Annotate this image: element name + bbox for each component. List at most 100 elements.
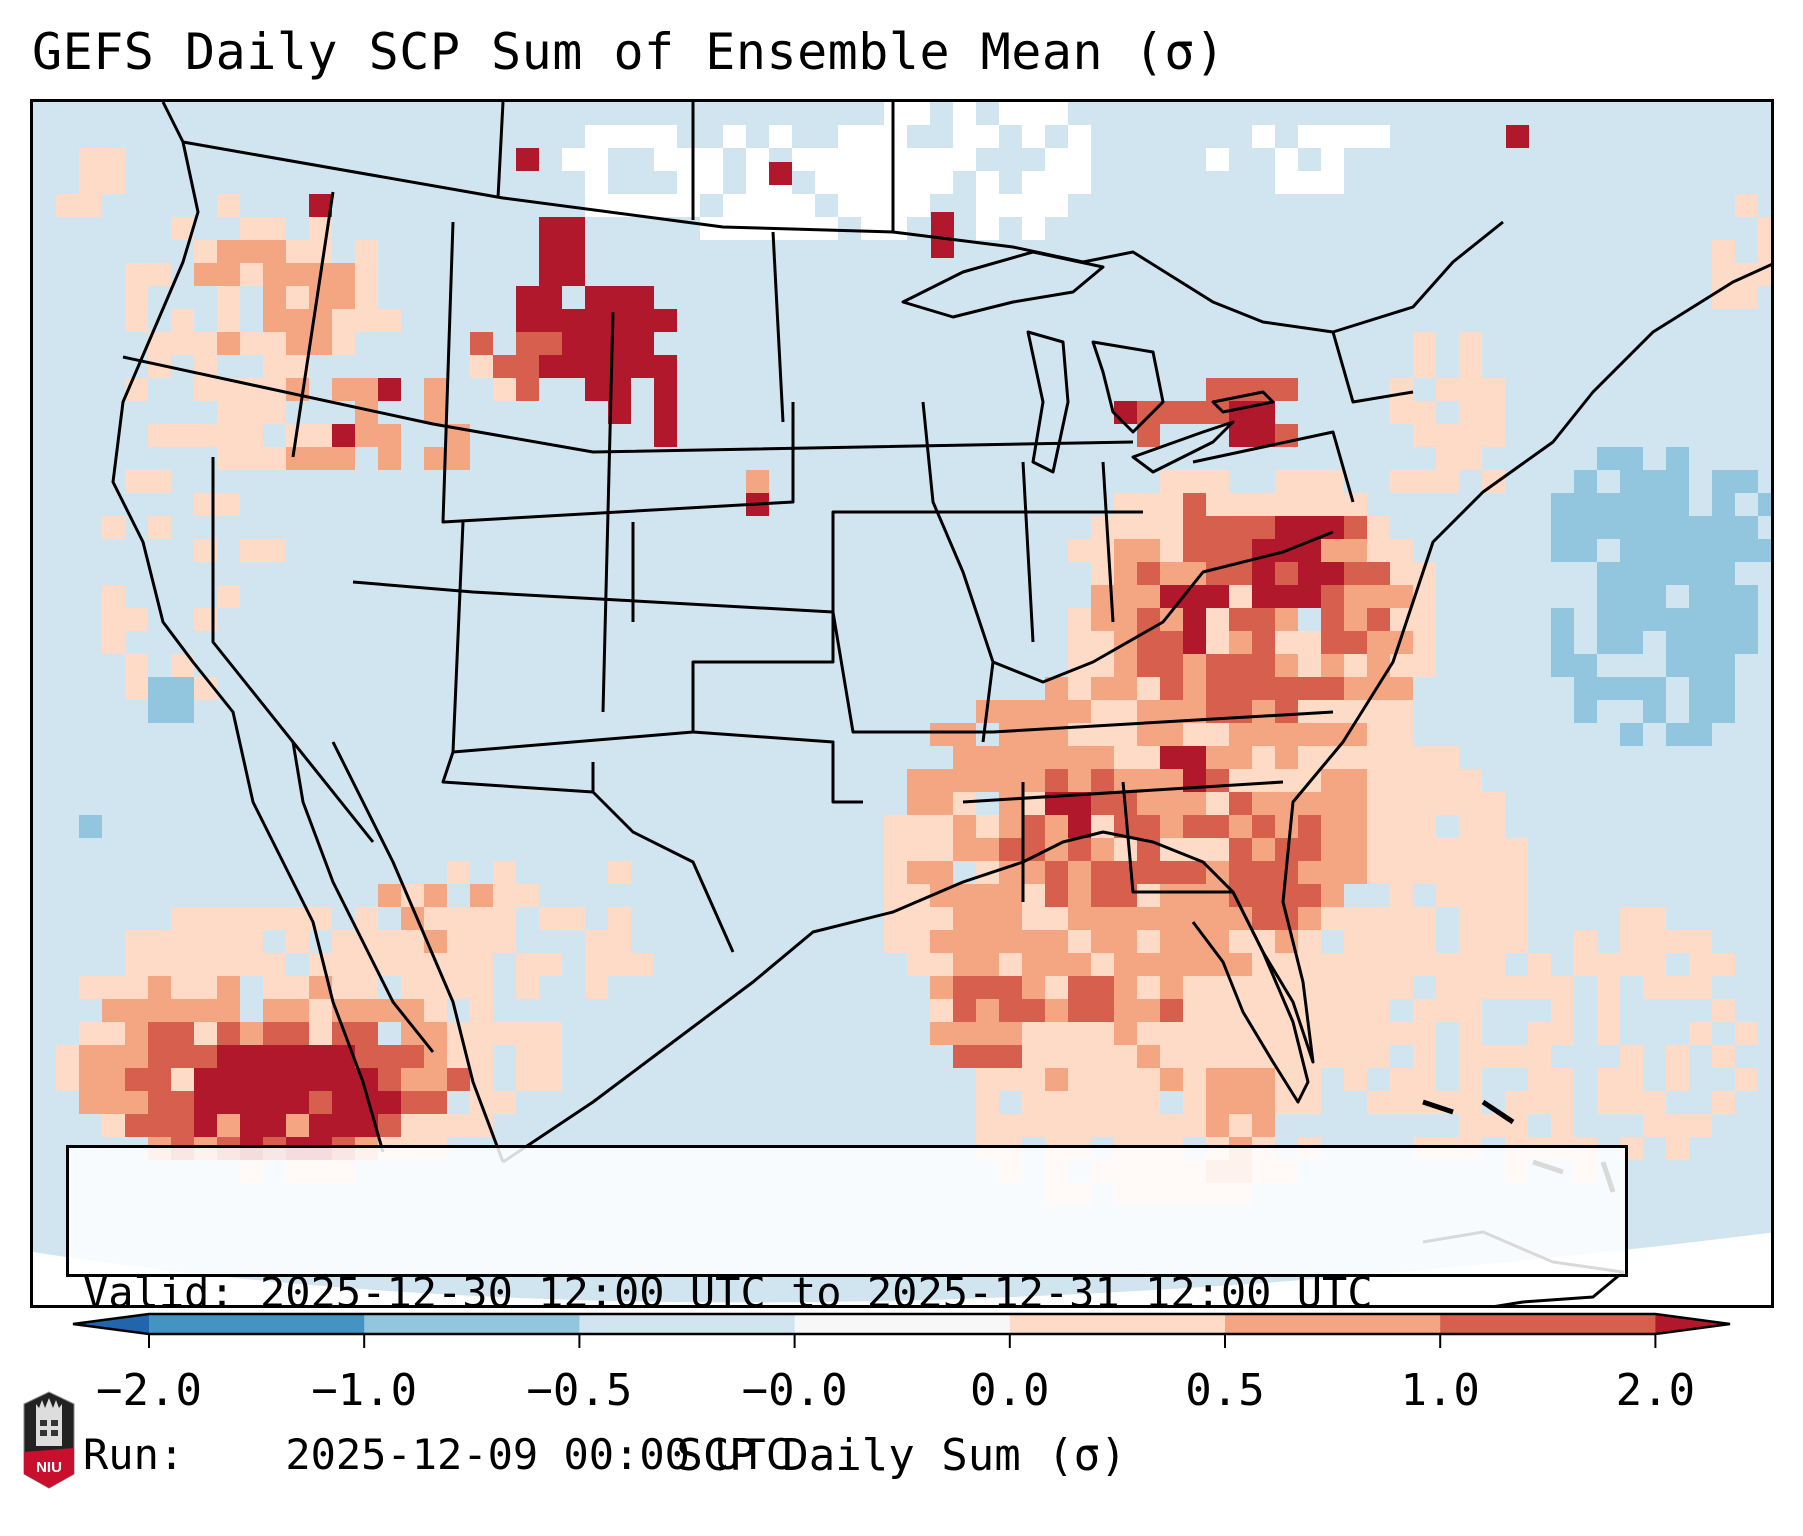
neutral-cell — [1206, 148, 1229, 171]
positive-cell — [1666, 976, 1689, 999]
positive-cell — [1068, 746, 1091, 769]
positive-cell — [1160, 516, 1183, 539]
positive-cell — [1436, 792, 1459, 815]
positive-cell — [1091, 516, 1114, 539]
negative-cell — [1689, 677, 1712, 700]
positive-cell — [1367, 539, 1390, 562]
negative-cell — [1666, 608, 1689, 631]
positive-cell — [1413, 401, 1436, 424]
positive-cell — [1321, 838, 1344, 861]
positive-cell — [1482, 838, 1505, 861]
positive-cell — [1206, 493, 1229, 516]
positive-cell — [585, 953, 608, 976]
max-cell — [286, 1068, 309, 1091]
positive-cell — [1252, 1045, 1275, 1068]
positive-cell — [1160, 815, 1183, 838]
max-cell — [240, 1068, 263, 1091]
positive-cell — [1022, 999, 1045, 1022]
positive-cell — [309, 240, 332, 263]
positive-cell — [907, 769, 930, 792]
positive-cell — [1666, 1068, 1689, 1091]
positive-cell — [1390, 1091, 1413, 1114]
positive-cell — [1298, 470, 1321, 493]
max-cell — [654, 378, 677, 401]
negative-cell — [1689, 723, 1712, 746]
positive-cell — [1459, 355, 1482, 378]
positive-cell — [1206, 999, 1229, 1022]
positive-cell — [953, 746, 976, 769]
positive-cell — [1114, 1114, 1137, 1137]
positive-cell — [953, 953, 976, 976]
positive-cell — [1321, 815, 1344, 838]
positive-cell — [1413, 470, 1436, 493]
positive-cell — [1459, 815, 1482, 838]
positive-cell — [1390, 700, 1413, 723]
max-cell — [309, 194, 332, 217]
positive-cell — [1137, 562, 1160, 585]
positive-cell — [1160, 677, 1183, 700]
positive-cell — [1390, 976, 1413, 999]
positive-cell — [424, 1114, 447, 1137]
positive-cell — [953, 884, 976, 907]
positive-cell — [1344, 769, 1367, 792]
positive-cell — [1482, 1045, 1505, 1068]
positive-cell — [1551, 1022, 1574, 1045]
positive-cell — [1367, 976, 1390, 999]
positive-cell — [125, 976, 148, 999]
positive-cell — [1321, 769, 1344, 792]
positive-cell — [240, 424, 263, 447]
positive-cell — [309, 447, 332, 470]
positive-cell — [240, 401, 263, 424]
positive-cell — [470, 976, 493, 999]
colorbar-extend-max — [1655, 1314, 1730, 1334]
max-cell — [355, 1091, 378, 1114]
neutral-cell — [884, 194, 907, 217]
negative-cell — [1597, 447, 1620, 470]
neutral-cell — [746, 194, 769, 217]
positive-cell — [1045, 953, 1068, 976]
positive-cell — [1344, 677, 1367, 700]
positive-cell — [516, 1068, 539, 1091]
positive-cell — [1643, 1091, 1666, 1114]
west-coast — [111, 102, 385, 1153]
positive-cell — [470, 953, 493, 976]
positive-cell — [1091, 976, 1114, 999]
negative-cell — [1574, 470, 1597, 493]
positive-cell — [1183, 516, 1206, 539]
positive-cell — [1735, 1022, 1758, 1045]
positive-cell — [1505, 907, 1528, 930]
positive-cell — [999, 1045, 1022, 1068]
positive-cell — [263, 401, 286, 424]
positive-cell — [1482, 792, 1505, 815]
max-cell — [378, 378, 401, 401]
positive-cell — [263, 999, 286, 1022]
positive-cell — [1229, 585, 1252, 608]
negative-cell — [1620, 562, 1643, 585]
positive-cell — [125, 1045, 148, 1068]
positive-cell — [976, 838, 999, 861]
lake-michigan — [1026, 330, 1070, 474]
positive-cell — [1321, 723, 1344, 746]
positive-cell — [1206, 1045, 1229, 1068]
positive-cell — [1206, 631, 1229, 654]
positive-cell — [102, 631, 125, 654]
mexico-mainland-coast — [331, 741, 505, 1163]
positive-cell — [1091, 723, 1114, 746]
positive-cell — [1459, 792, 1482, 815]
positive-cell — [1252, 861, 1275, 884]
max-cell — [585, 286, 608, 309]
positive-cell — [1367, 792, 1390, 815]
negative-cell — [1689, 631, 1712, 654]
positive-cell — [1298, 907, 1321, 930]
positive-cell — [102, 1068, 125, 1091]
positive-cell — [217, 907, 240, 930]
positive-cell — [1275, 1091, 1298, 1114]
positive-cell — [424, 378, 447, 401]
positive-cell — [79, 171, 102, 194]
positive-cell — [1413, 1045, 1436, 1068]
positive-cell — [171, 1091, 194, 1114]
positive-cell — [976, 1114, 999, 1137]
positive-cell — [1137, 493, 1160, 516]
positive-cell — [1459, 999, 1482, 1022]
negative-cell — [1712, 631, 1735, 654]
